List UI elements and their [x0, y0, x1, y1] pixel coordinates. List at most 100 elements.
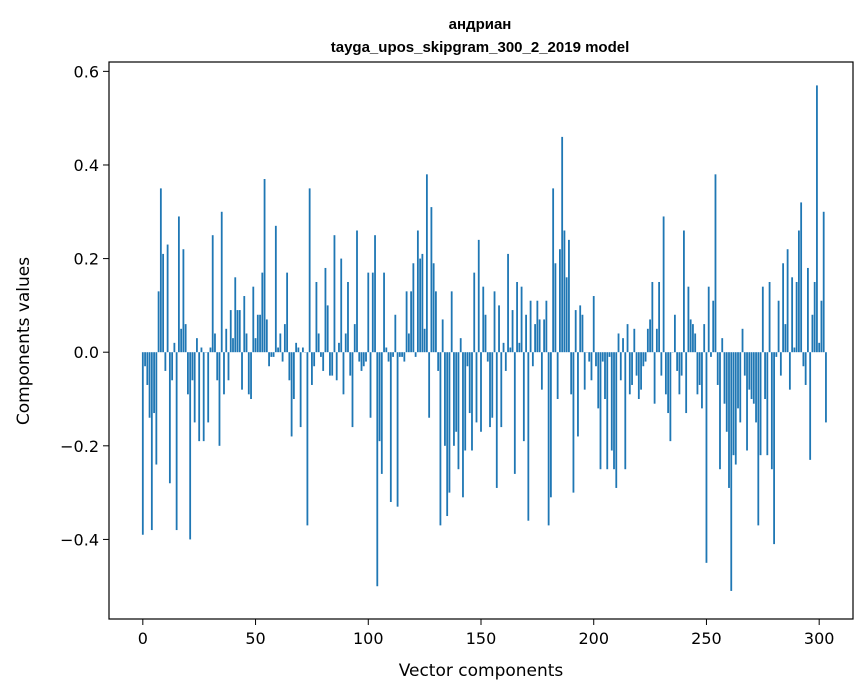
bar-115	[401, 352, 403, 357]
bar-41	[234, 277, 237, 353]
bar-48	[250, 352, 252, 400]
bar-234	[669, 352, 672, 442]
bar-71	[301, 347, 304, 353]
bar-279	[770, 352, 773, 470]
y-tick-label-5: 0.6	[74, 62, 99, 81]
bar-291	[797, 230, 800, 353]
bar-101	[369, 352, 372, 418]
bar-272	[755, 352, 757, 423]
y-tick-label-2: 0.0	[74, 343, 99, 362]
bar-250	[705, 352, 708, 563]
bar-1	[144, 352, 146, 367]
bar-135	[446, 352, 449, 517]
bar-187	[563, 230, 566, 353]
bar-219	[635, 352, 638, 376]
bar-30	[209, 347, 212, 353]
bar-186	[561, 136, 564, 353]
bar-200	[592, 296, 595, 353]
bar-243	[689, 319, 692, 353]
bar-273	[757, 352, 760, 526]
bar-75	[311, 352, 313, 385]
bar-3	[148, 352, 151, 418]
bar-265	[739, 352, 742, 423]
bar-189	[568, 239, 570, 353]
bar-288	[791, 277, 794, 353]
bar-36	[223, 352, 225, 395]
bar-93	[351, 352, 354, 428]
chart-subtitle: tayga_upos_skipgram_300_2_2019 model	[331, 39, 630, 56]
bar-150	[480, 352, 482, 432]
bar-199	[590, 352, 593, 381]
bar-232	[664, 352, 667, 395]
bar-154	[489, 352, 491, 428]
bar-14	[173, 342, 176, 353]
bar-83	[329, 352, 331, 376]
bar-137	[450, 291, 453, 353]
bar-194	[579, 305, 582, 353]
bar-91	[347, 281, 349, 353]
bar-149	[477, 239, 480, 353]
bar-177	[540, 352, 543, 390]
bar-110	[389, 352, 392, 502]
bar-203	[599, 352, 602, 470]
bar-245	[694, 333, 697, 353]
bar-70	[299, 352, 302, 428]
bar-16	[177, 216, 180, 353]
bar-50	[254, 338, 257, 353]
x-tick-label-1: 50	[245, 629, 265, 648]
bar-5	[153, 352, 155, 414]
bar-66	[290, 352, 293, 437]
bar-100	[367, 272, 370, 353]
bar-260	[728, 352, 730, 488]
bar-285	[784, 324, 787, 353]
bar-11	[166, 244, 169, 353]
bar-15	[175, 352, 178, 531]
bar-151	[482, 286, 485, 353]
bar-167	[518, 342, 521, 353]
bar-190	[570, 352, 573, 395]
bar-297	[811, 314, 814, 353]
bar-271	[752, 352, 755, 404]
bar-165	[513, 352, 516, 474]
bar-39	[229, 310, 232, 353]
bar-130	[435, 291, 437, 353]
bar-145	[468, 352, 471, 414]
bar-49	[252, 286, 255, 353]
bar-224	[646, 328, 649, 353]
bar-97	[360, 352, 363, 371]
bar-54	[263, 179, 266, 353]
bar-43	[238, 310, 241, 353]
bar-21	[189, 352, 192, 540]
bar-80	[322, 352, 325, 371]
bar-290	[795, 281, 798, 353]
bar-94	[353, 324, 356, 353]
bar-84	[331, 352, 334, 376]
bar-261	[730, 352, 733, 591]
bar-174	[534, 324, 537, 353]
bar-206	[606, 352, 609, 470]
bar-295	[807, 267, 809, 353]
bar-102	[371, 272, 374, 353]
bar-8	[159, 188, 162, 353]
bar-65	[288, 352, 291, 381]
bar-134	[444, 352, 446, 446]
bar-242	[687, 286, 690, 353]
bar-12	[168, 352, 171, 484]
bar-237	[676, 352, 679, 371]
bar-231	[662, 216, 665, 353]
bar-140	[457, 352, 460, 470]
bar-213	[622, 338, 624, 353]
bar-38	[227, 352, 230, 381]
bar-119	[410, 291, 413, 353]
bar-120	[412, 263, 415, 353]
bar-217	[631, 352, 633, 385]
y-axis-ticks: −0.4 −0.2 0.0 0.2 0.4 0.6	[60, 62, 109, 549]
bar-225	[649, 319, 651, 353]
bar-13	[171, 352, 174, 381]
bar-77	[315, 281, 318, 353]
bar-67	[292, 352, 295, 400]
bar-74	[308, 188, 311, 353]
bar-56	[268, 352, 270, 367]
bar-2	[146, 352, 149, 385]
bar-58	[272, 352, 275, 357]
